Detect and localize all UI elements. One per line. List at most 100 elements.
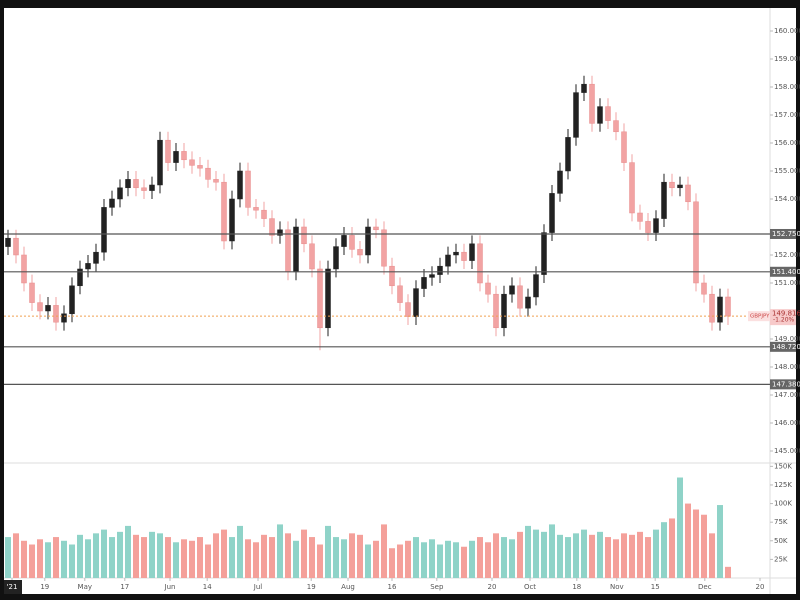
volume-bar	[181, 539, 187, 578]
candle-body	[325, 268, 331, 329]
volume-bar	[245, 539, 251, 578]
volume-bar	[101, 529, 107, 578]
candle-body	[5, 237, 11, 247]
y2-tick-label: 125K	[774, 481, 792, 489]
level-label: 148.720	[772, 343, 800, 351]
volume-bar	[397, 544, 403, 578]
candle-body	[389, 265, 395, 287]
volume-bar	[405, 540, 411, 578]
volume-bar	[29, 544, 35, 578]
x-tick-label: 14	[203, 583, 212, 591]
volume-bar	[581, 529, 587, 578]
volume-bar	[117, 531, 123, 578]
y-tick-label: 156.000	[774, 139, 800, 147]
candle-body	[69, 285, 75, 315]
x-tick-label: 15	[651, 583, 660, 591]
candle-body	[541, 232, 547, 275]
volume-bar	[93, 533, 99, 578]
volume-bar	[589, 534, 595, 578]
x-tick-highlight	[4, 580, 22, 594]
candle-body	[533, 274, 539, 298]
volume-bar	[509, 539, 515, 578]
volume-bar	[205, 544, 211, 578]
volume-bar	[461, 546, 467, 578]
volume-bar	[277, 524, 283, 578]
candle-body	[29, 282, 35, 303]
candle-body	[637, 212, 643, 222]
volume-bar	[501, 537, 507, 578]
candle-body	[589, 83, 595, 124]
volume-bar	[61, 540, 67, 578]
volume-bar	[613, 539, 619, 578]
volume-bar	[269, 537, 275, 578]
candle-body	[685, 184, 691, 203]
x-tick-label: Nov	[610, 583, 624, 591]
volume-bar	[533, 529, 539, 578]
volume-bar	[453, 542, 459, 578]
volume-bar	[53, 537, 59, 578]
candle-body	[573, 92, 579, 138]
volume-bar	[221, 529, 227, 578]
volume-bar	[381, 524, 387, 578]
volume-bar	[365, 544, 371, 578]
candle-body	[253, 207, 259, 211]
level-label-box	[770, 228, 796, 239]
x-tick-label: 19	[307, 583, 316, 591]
candle-body	[437, 265, 443, 275]
level-label: 152.750	[772, 230, 800, 238]
y-tick-label: 145.000	[774, 447, 800, 455]
candle-body	[53, 305, 59, 323]
candle-body	[477, 243, 483, 284]
volume-bar	[349, 533, 355, 578]
candle-body	[397, 285, 403, 303]
candle-body	[149, 184, 155, 191]
level-label-box	[770, 341, 796, 352]
volume-bar	[21, 540, 27, 578]
volume-bar	[605, 537, 611, 578]
candle-body	[45, 305, 51, 312]
level-label: 147.380	[772, 380, 800, 388]
volume-bar	[557, 534, 563, 578]
volume-bar	[389, 548, 395, 578]
volume-bar	[429, 539, 435, 578]
volume-bar	[525, 525, 531, 578]
candle-body	[125, 179, 131, 189]
y-tick-label: 149.000	[774, 335, 800, 343]
y-tick-label: 154.000	[774, 195, 800, 203]
y-tick-label: 158.000	[774, 83, 800, 91]
volume-bar	[661, 522, 667, 578]
candle-body	[565, 137, 571, 172]
candle-body	[229, 198, 235, 242]
candle-body	[237, 170, 243, 200]
x-tick-label: 20	[488, 583, 497, 591]
volume-bar	[709, 533, 715, 578]
volume-bar	[197, 537, 203, 578]
x-tick-label: 17	[120, 583, 129, 591]
level-label: 151.400	[772, 268, 800, 276]
candle-body	[413, 288, 419, 317]
volume-bar	[621, 533, 627, 578]
volume-bar	[189, 540, 195, 578]
candle-body	[525, 296, 531, 309]
candle-body	[501, 293, 507, 329]
frame-left	[0, 0, 4, 600]
candle-body	[309, 243, 315, 270]
volume-bar	[229, 537, 235, 578]
candle-body	[365, 226, 371, 256]
y-tick-label: 151.000	[774, 279, 800, 287]
volume-bar	[445, 540, 451, 578]
candle-body	[621, 131, 627, 163]
candle-body	[613, 120, 619, 133]
volume-bar	[133, 534, 139, 578]
x-tick-label: 19	[40, 583, 49, 591]
candle-body	[341, 235, 347, 247]
candle-body	[669, 181, 675, 189]
volume-bar	[13, 533, 19, 578]
x-tick-label: '21	[7, 583, 18, 591]
candle-body	[277, 229, 283, 236]
frame-right	[796, 0, 800, 600]
volume-bar	[493, 533, 499, 578]
candle-body	[165, 139, 171, 163]
volume-bar	[309, 537, 315, 578]
